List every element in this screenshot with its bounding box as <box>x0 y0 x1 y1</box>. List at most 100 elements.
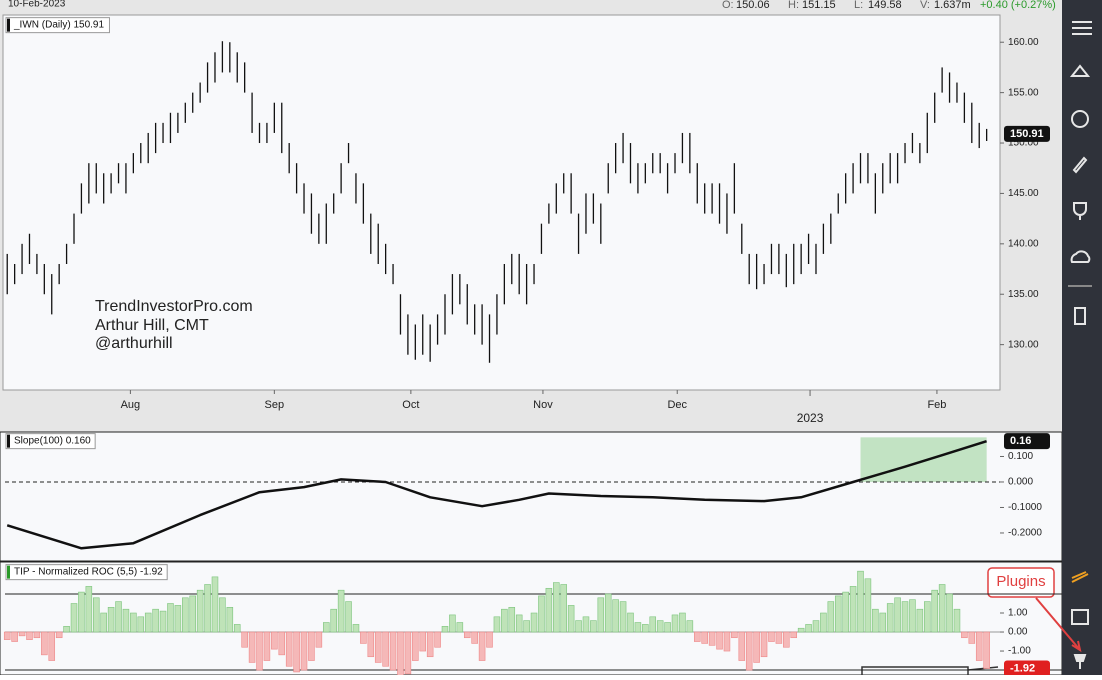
cloud-icon[interactable] <box>1070 250 1091 263</box>
globe-icon[interactable] <box>1071 110 1089 128</box>
roc-bar <box>263 631 271 661</box>
roc-bar <box>434 631 441 648</box>
tv-icon[interactable] <box>1071 609 1089 625</box>
plug-icon[interactable] <box>1073 654 1087 669</box>
roc-bar <box>144 612 152 633</box>
roc-bar <box>360 631 367 644</box>
roc-bar <box>441 626 449 633</box>
roc-bar <box>901 601 909 633</box>
roc-bar <box>397 631 404 680</box>
roc-bar <box>671 614 679 633</box>
y-tick-label: -1.00 <box>1008 646 1031 657</box>
y-tick-label: 145.00 <box>1008 188 1039 199</box>
roc-bar <box>426 631 434 658</box>
roc-bar <box>924 601 931 633</box>
roc-bar <box>63 626 70 633</box>
x-tick-label: Sep <box>265 399 285 411</box>
plugins-callout <box>987 567 1055 598</box>
roc-bar <box>953 608 961 633</box>
roc-bar <box>738 631 746 661</box>
field-value: 150.06 <box>736 0 770 11</box>
roc-bar <box>783 631 790 648</box>
pen-icon[interactable] <box>1071 571 1089 583</box>
roc-bar <box>723 631 731 652</box>
roc-bar <box>352 624 360 633</box>
roc-bar <box>894 597 901 633</box>
roc-bar <box>790 631 797 639</box>
doc-icon[interactable] <box>1074 307 1086 325</box>
roc-bar <box>367 631 375 658</box>
watermark: @arthurhill <box>95 335 173 352</box>
roc-bar <box>545 587 553 633</box>
roc-bar <box>293 631 300 673</box>
y-tick-label: 135.00 <box>1008 289 1039 300</box>
roc-bar <box>797 627 805 633</box>
roc-bar <box>389 631 397 671</box>
roc-bar <box>553 582 560 633</box>
trophy-icon[interactable] <box>1073 202 1087 220</box>
last-value-label: 150.91 <box>1010 128 1044 140</box>
y-tick-label: -0.2000 <box>1008 528 1042 539</box>
y-tick-label: 160.00 <box>1008 37 1039 48</box>
callout-arrow <box>1035 597 1082 653</box>
roc-bar <box>642 624 649 633</box>
date-label: 10-Feb-2023 <box>8 0 66 10</box>
roc-bar <box>463 631 471 639</box>
roc-bar <box>323 622 330 633</box>
roc-bar <box>627 612 634 633</box>
roc-bar <box>612 599 619 633</box>
price-panel <box>2 14 1001 391</box>
roc-bar <box>968 631 976 644</box>
x-tick-label: Dec <box>667 399 687 411</box>
roc-bar <box>419 631 427 652</box>
title-box <box>5 17 110 34</box>
change-value: +0.40 (+0.27%) <box>980 0 1056 11</box>
roc-bar <box>174 605 182 633</box>
roc-bar <box>478 631 486 661</box>
roc-bar <box>664 622 671 633</box>
roc-bar <box>812 620 820 633</box>
last-value-label: 0.16 <box>1010 435 1031 447</box>
roc-bar <box>501 608 508 633</box>
roc-bar <box>300 631 308 671</box>
field-value: 1.637m <box>934 0 971 11</box>
roc-bar <box>92 597 100 633</box>
roc-bar <box>382 631 389 667</box>
roc-bar <box>70 603 78 633</box>
roc-bar <box>946 593 953 633</box>
roc-bar <box>931 589 938 633</box>
x-tick-label: Nov <box>533 399 553 411</box>
roc-bar <box>122 608 130 633</box>
roc-bar <box>983 631 990 669</box>
roc-bar <box>634 622 642 633</box>
y-tick-label: 0.100 <box>1008 451 1033 462</box>
roc-bar <box>404 631 412 675</box>
roc-bar <box>879 612 887 633</box>
roc-bar <box>226 607 234 633</box>
roc-bar <box>842 591 849 633</box>
field-label: L: <box>854 0 863 11</box>
roc-bar <box>130 612 137 633</box>
rocket-icon[interactable] <box>1072 156 1088 174</box>
roc-bar <box>182 597 189 633</box>
roc-bar <box>619 601 627 633</box>
field-label: V: <box>920 0 930 11</box>
watermark: Arthur Hill, CMT <box>95 317 209 334</box>
scan-icon[interactable] <box>1069 64 1091 77</box>
roc-bar <box>538 595 545 633</box>
title-swatch <box>7 565 10 579</box>
roc-bar <box>523 620 530 633</box>
roc-bar <box>834 595 842 633</box>
roc-bar <box>916 608 924 633</box>
roc-bar <box>3 631 11 640</box>
settings-icon[interactable] <box>1072 21 1092 35</box>
roc-bar <box>560 584 567 633</box>
roc-bar <box>649 616 657 633</box>
roc-bar <box>582 616 590 633</box>
sidebar-icons <box>1068 21 1092 669</box>
slope-line <box>6 440 987 550</box>
roc-bar <box>55 631 63 639</box>
roc-bar <box>337 589 345 633</box>
roc-bar <box>731 631 738 639</box>
